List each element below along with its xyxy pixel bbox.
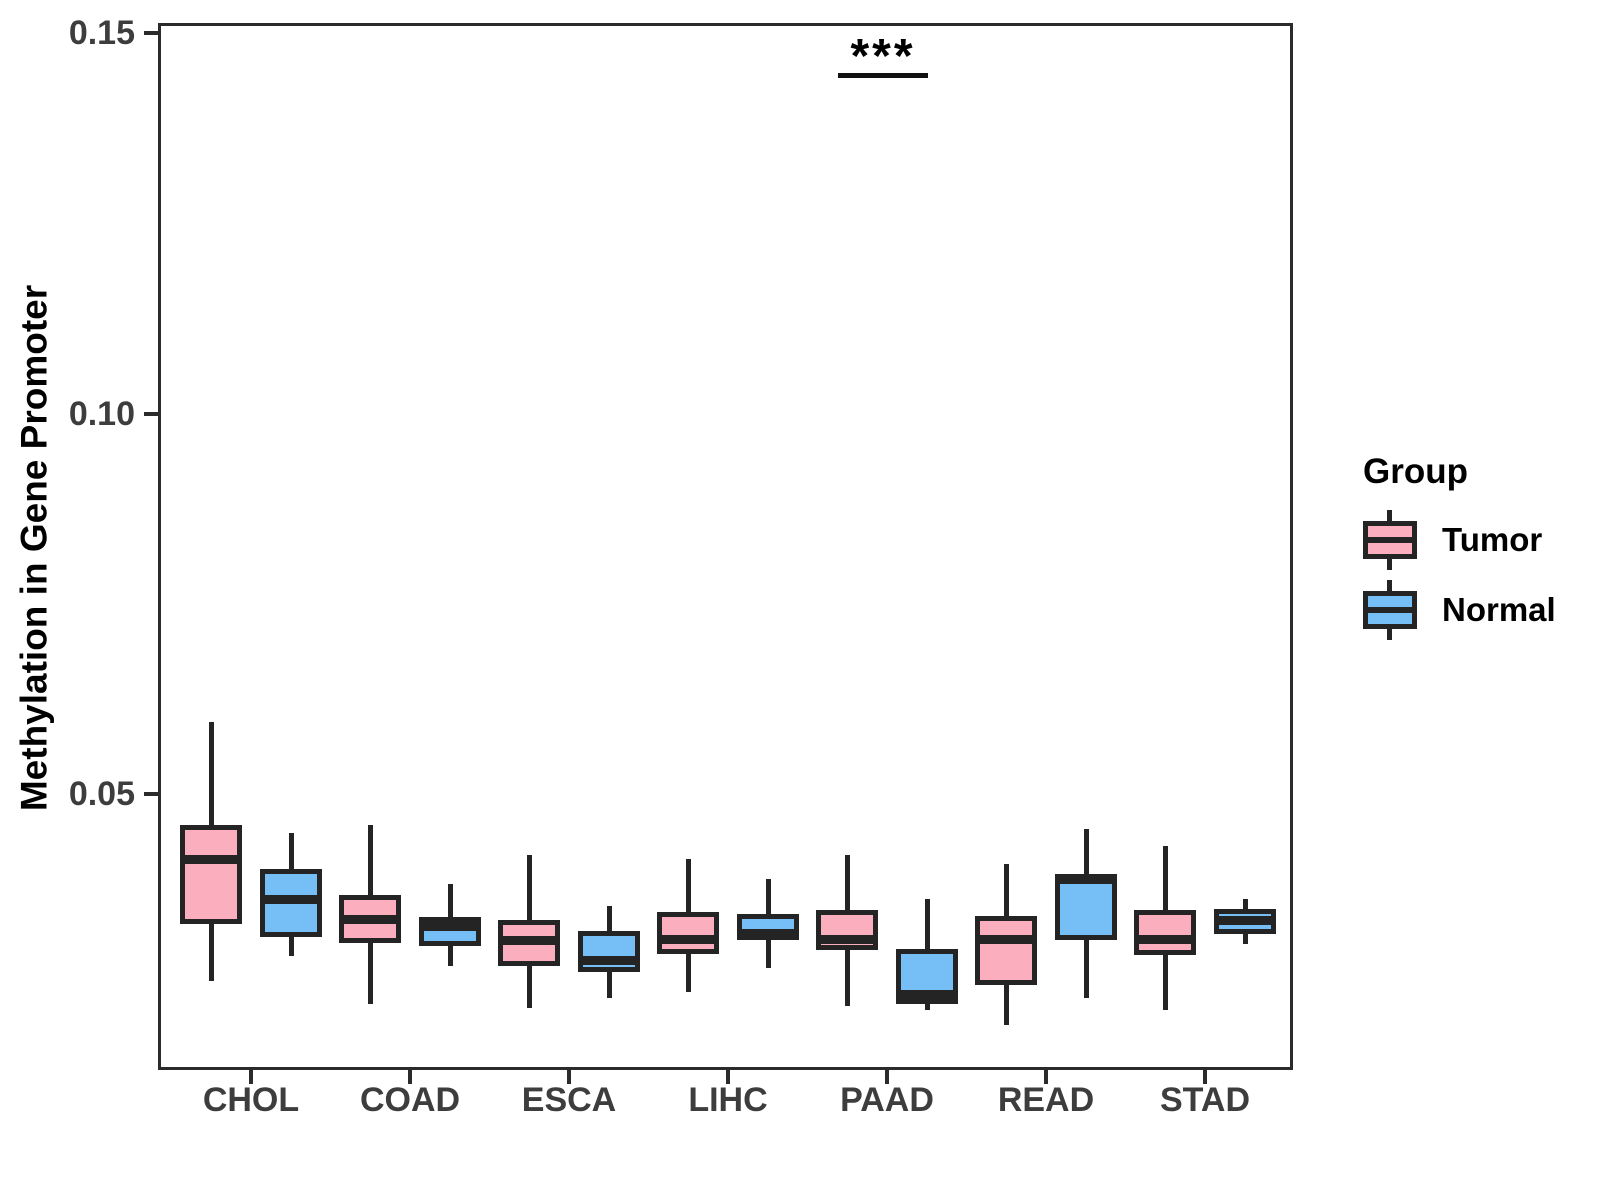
x-axis-tick <box>408 1070 412 1084</box>
x-axis-tick <box>885 1070 889 1084</box>
x-axis-tick-label: CHOL <box>202 1081 300 1119</box>
x-axis-tick <box>567 1070 571 1084</box>
legend-title: Group <box>1363 452 1468 491</box>
y-axis-tick <box>144 30 158 35</box>
plot-panel <box>158 23 1293 1070</box>
legend-item-normal: Normal <box>1363 580 1556 640</box>
legend-key-boxplot-glyph-tumor <box>1363 510 1417 570</box>
y-axis-tick <box>144 792 158 797</box>
x-axis-tick <box>1203 1070 1207 1084</box>
x-axis-tick-label: STAD <box>1159 1081 1251 1119</box>
legend-item-tumor: Tumor <box>1363 510 1556 570</box>
x-axis-tick <box>1044 1070 1048 1084</box>
x-axis-tick-label: PAAD <box>840 1081 934 1119</box>
y-axis-tick-label: 0.10 <box>68 394 135 433</box>
x-axis-tick-label: ESCA <box>521 1081 617 1119</box>
x-axis-tick-label: READ <box>997 1081 1095 1119</box>
legend-label-tumor: Tumor <box>1442 521 1543 558</box>
y-axis-title: Methylation in Gene Promoter <box>13 284 55 812</box>
x-axis-tick-label: COAD <box>359 1081 461 1119</box>
legend-label-normal: Normal <box>1442 591 1556 628</box>
legend: Group Tumor Normal <box>1363 452 1556 650</box>
legend-key-median <box>1363 607 1417 613</box>
y-axis-tick-label: 0.15 <box>68 13 135 52</box>
y-axis-tick-label: 0.05 <box>68 775 135 814</box>
legend-key-boxplot-glyph-normal <box>1363 580 1417 640</box>
legend-key-median <box>1363 537 1417 543</box>
y-axis-tick <box>144 411 158 416</box>
x-axis-tick-label: LIHC <box>688 1081 768 1119</box>
x-axis-tick <box>249 1070 253 1084</box>
x-axis-tick <box>726 1070 730 1084</box>
